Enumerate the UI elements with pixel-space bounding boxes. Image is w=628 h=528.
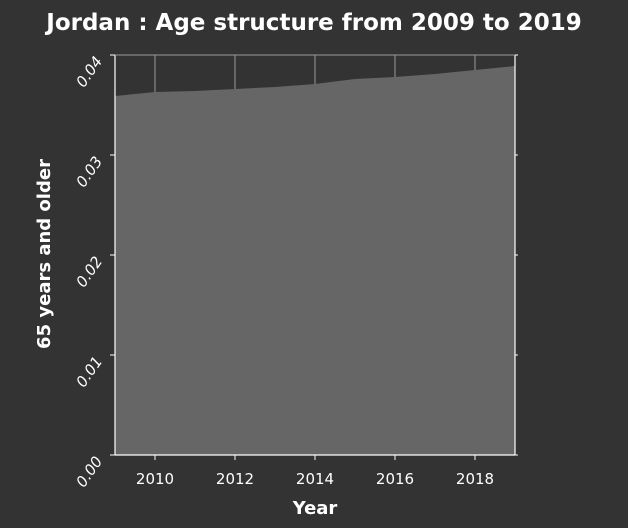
x-axis-ticks: 2010 2012 2014 2016 2018 — [136, 455, 494, 488]
y-axis-title: 65 years and older — [34, 159, 55, 349]
x-tick-label: 2016 — [376, 470, 414, 488]
gridlines — [154, 55, 476, 92]
x-tick-label: 2010 — [136, 470, 174, 488]
x-axis-title: Year — [292, 498, 338, 519]
area-series — [115, 66, 515, 455]
x-tick-label: 2014 — [296, 470, 334, 488]
plot-area — [115, 66, 515, 455]
x-tick-label: 2012 — [216, 470, 254, 488]
x-tick-label: 2018 — [456, 470, 494, 488]
chart-title: Jordan : Age structure from 2009 to 2019 — [44, 10, 581, 36]
